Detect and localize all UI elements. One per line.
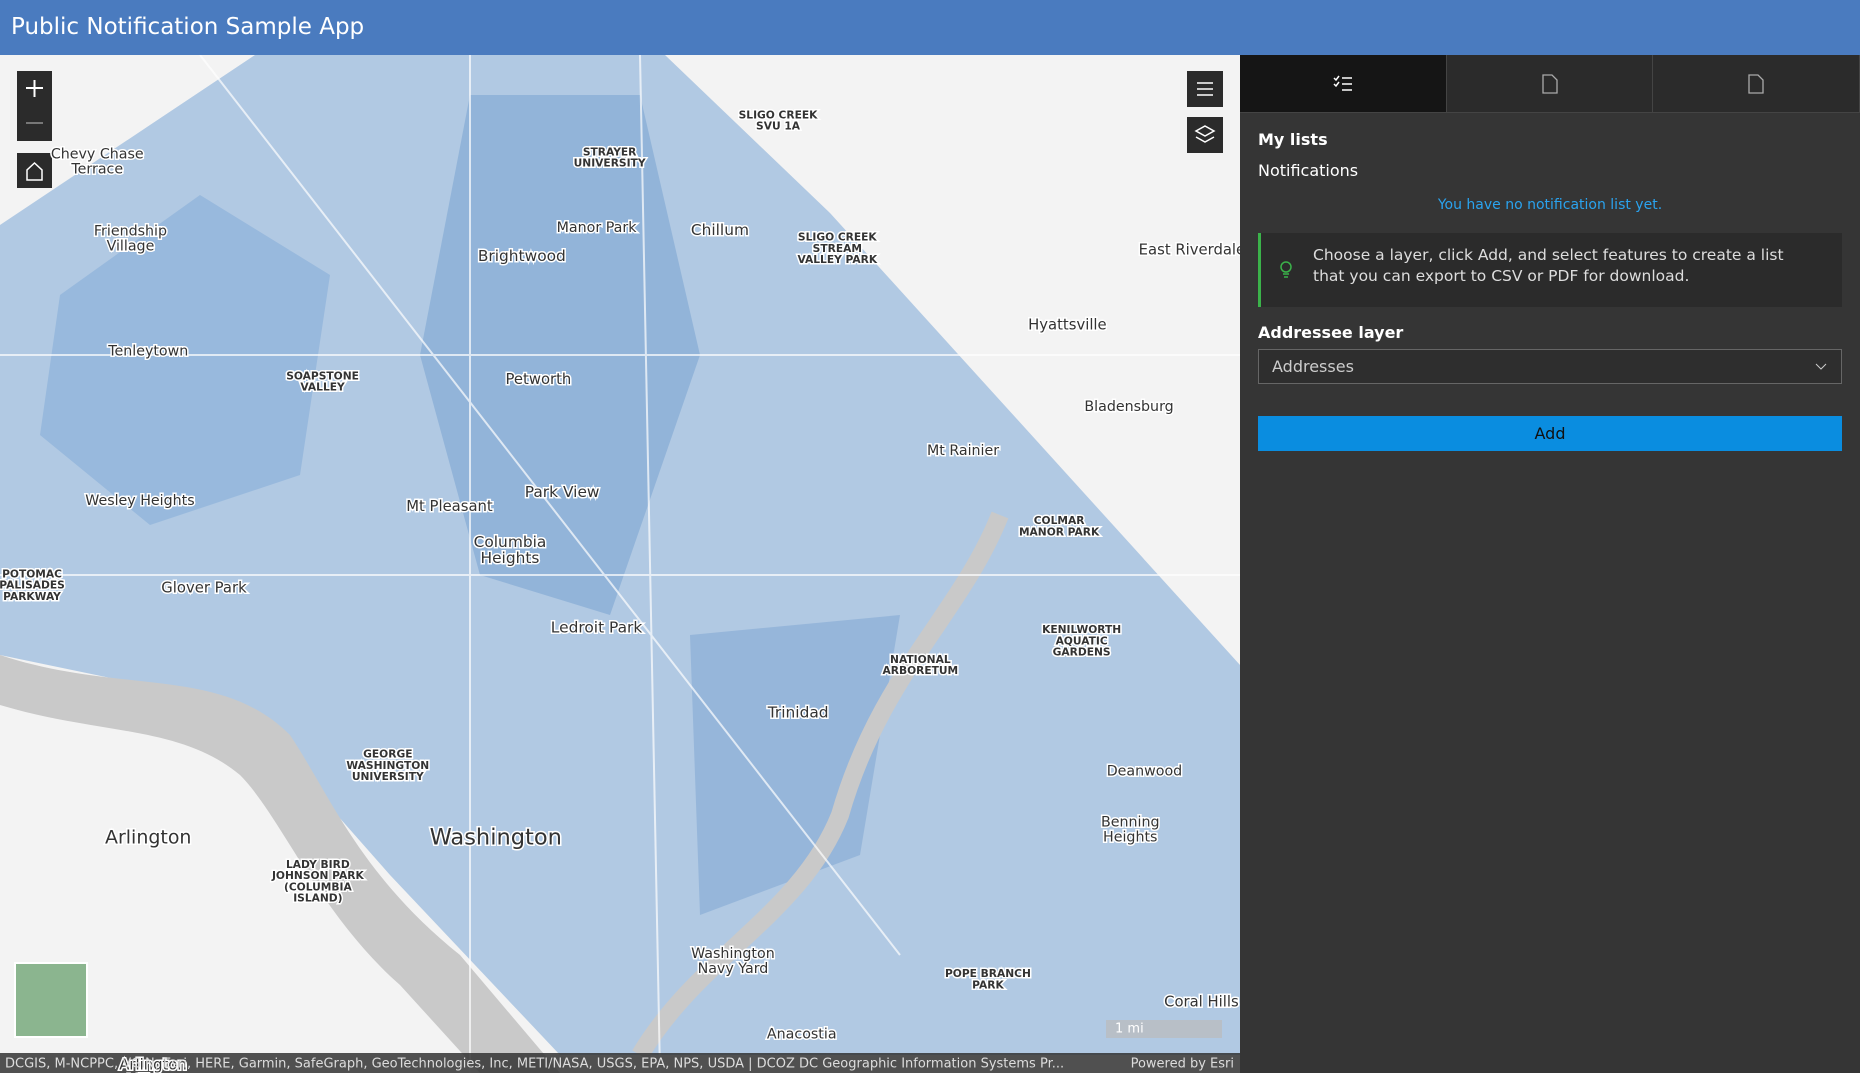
map-label: MANOR PARK bbox=[1019, 525, 1100, 538]
map-label: SVU 1A bbox=[756, 120, 801, 133]
map-label: VALLEY PARK bbox=[798, 253, 878, 266]
scale-label: 1 mi bbox=[1115, 1022, 1144, 1037]
map-label: Manor Park bbox=[557, 220, 638, 236]
map-label: UNIVERSITY bbox=[352, 770, 424, 783]
map-label: STREAM bbox=[813, 242, 862, 255]
notice: Choose a layer, click Add, and select fe… bbox=[1258, 233, 1842, 307]
map-label: Heights bbox=[1103, 829, 1157, 845]
map-label: Mt Rainier bbox=[927, 443, 999, 459]
map-label: Chillum bbox=[691, 221, 749, 239]
map-label: SLIGO CREEK bbox=[798, 231, 878, 244]
map-label: Navy Yard bbox=[698, 961, 769, 977]
map-label: Benning bbox=[1101, 814, 1160, 830]
basemap-toggle[interactable] bbox=[14, 962, 88, 1038]
notice-text: Choose a layer, click Add, and select fe… bbox=[1313, 246, 1784, 285]
attribution: DCGIS, M-NCPPC, VGIN, Esri, HERE, Garmin… bbox=[5, 1057, 1064, 1072]
map-label: Chevy Chase bbox=[51, 147, 144, 163]
zoom-controls bbox=[14, 71, 1223, 1038]
map-label: Friendship bbox=[94, 224, 167, 240]
map-label: Arlington bbox=[105, 826, 191, 848]
map-label: VALLEY bbox=[300, 381, 345, 394]
map-label: Washington bbox=[430, 824, 562, 850]
app-title: Public Notification Sample App bbox=[0, 0, 1860, 55]
lists-heading: My lists bbox=[1258, 130, 1328, 149]
map-label: GEORGE bbox=[363, 748, 412, 761]
map-label: Coral Hills bbox=[1164, 994, 1239, 1011]
add-button[interactable]: Add bbox=[1258, 416, 1842, 451]
map-label: AQUATIC bbox=[1056, 634, 1108, 647]
map-label: ISLAND) bbox=[293, 892, 342, 905]
map-label: East Riverdale bbox=[1139, 242, 1240, 259]
pdf-tab[interactable] bbox=[1447, 55, 1654, 112]
map-label: KENILWORTH bbox=[1042, 623, 1121, 636]
map-label: PALISADES bbox=[0, 579, 65, 592]
map-label: SLIGO CREEK bbox=[739, 108, 819, 121]
map-label: Anacostia bbox=[767, 1027, 837, 1043]
map-label: Glover Park bbox=[161, 580, 247, 597]
map-label: JOHNSON PARK bbox=[271, 869, 365, 882]
map-label: Deanwood bbox=[1107, 763, 1182, 779]
map-label: Wesley Heights bbox=[85, 493, 194, 509]
map-label: PARK bbox=[972, 978, 1004, 991]
layer-label: Addressee layer bbox=[1258, 323, 1404, 342]
map-label: Hyattsville bbox=[1028, 316, 1107, 333]
lists-subheading: Notifications bbox=[1258, 161, 1359, 180]
tab-bar bbox=[1240, 55, 1860, 113]
map-label: SOAPSTONE bbox=[286, 369, 359, 382]
map-label: Trinidad bbox=[767, 704, 829, 722]
map-label: ARBORETUM bbox=[883, 664, 959, 677]
map-label: PARKWAY bbox=[3, 590, 61, 603]
map-label: Village bbox=[107, 239, 155, 255]
list-tab[interactable] bbox=[1240, 55, 1447, 112]
side-panel: My lists Notifications You have no notif… bbox=[1240, 55, 1860, 1073]
map-label: Washington bbox=[691, 946, 775, 962]
map-label: Bladensburg bbox=[1084, 399, 1173, 415]
map-label: Arlington bbox=[119, 1056, 187, 1073]
layer-value: Addresses bbox=[1272, 357, 1354, 376]
map-label: LADY BIRD bbox=[286, 858, 350, 871]
map-label: Tenleytown bbox=[107, 344, 188, 360]
csv-tab[interactable] bbox=[1653, 55, 1860, 112]
layer-select[interactable]: Addresses bbox=[1258, 349, 1842, 384]
home-button[interactable] bbox=[17, 153, 52, 188]
map-label: POTOMAC bbox=[2, 567, 62, 580]
map-label: GARDENS bbox=[1053, 646, 1111, 659]
map-label: Park View bbox=[525, 483, 600, 501]
map-label: Heights bbox=[480, 549, 539, 567]
layers-button[interactable] bbox=[1187, 117, 1223, 153]
powered-by: Powered by Esri bbox=[1131, 1057, 1234, 1072]
map-label: Columbia bbox=[474, 533, 547, 551]
map-label: Petworth bbox=[506, 371, 572, 388]
map-label: Ledroit Park bbox=[551, 618, 643, 636]
map-label: (COLUMBIA bbox=[284, 880, 353, 893]
map-label: STRAYER bbox=[583, 145, 637, 158]
map-label: Terrace bbox=[70, 162, 123, 178]
map-label: Mt Pleasant bbox=[406, 498, 493, 515]
map-label: Brightwood bbox=[478, 247, 566, 265]
map-label: UNIVERSITY bbox=[574, 156, 646, 169]
map-label: COLMAR bbox=[1034, 514, 1085, 527]
empty-message: You have no notification list yet. bbox=[1437, 197, 1663, 213]
map-label: POPE BRANCH bbox=[945, 967, 1031, 980]
map-label: NATIONAL bbox=[890, 653, 951, 666]
map-label: WASHINGTON bbox=[346, 759, 429, 772]
